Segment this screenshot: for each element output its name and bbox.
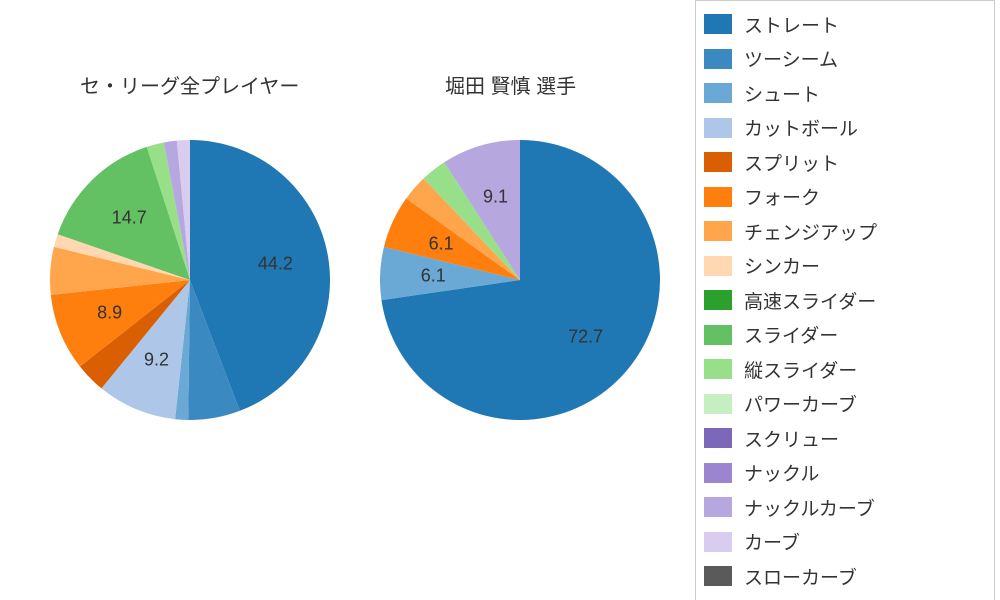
legend-label: ナックル	[744, 459, 819, 486]
pie-slice-label: 44.2	[258, 254, 293, 275]
legend-item: スローカーブ	[704, 559, 986, 594]
pie-slice-label: 6.1	[429, 233, 454, 254]
legend-label: スクリュー	[744, 425, 839, 452]
legend-swatch	[704, 359, 732, 379]
pie-chart-left: 44.2 9.2 8.9 14.7	[50, 140, 330, 420]
legend-item: チェンジアップ	[704, 214, 986, 249]
legend-label: ナックルカーブ	[744, 494, 875, 521]
legend-swatch	[704, 566, 732, 586]
legend-item: シュート	[704, 76, 986, 111]
legend-label: ツーシーム	[744, 45, 838, 72]
legend-item: ナックルカーブ	[704, 490, 986, 525]
legend-item: ナックル	[704, 456, 986, 491]
legend-label: スプリット	[744, 149, 839, 176]
legend-item: スクリュー	[704, 421, 986, 456]
legend-swatch	[704, 497, 732, 517]
legend-label: チェンジアップ	[744, 218, 877, 245]
legend-item: ツーシーム	[704, 42, 986, 77]
legend-item: カーブ	[704, 525, 986, 560]
legend-item: スライダー	[704, 318, 986, 353]
legend-swatch	[704, 463, 732, 483]
legend-swatch	[704, 83, 732, 103]
legend-swatch	[704, 14, 732, 34]
chart-title-right: 堀田 賢慎 選手	[445, 70, 576, 99]
legend-label: 高速スライダー	[744, 287, 876, 314]
legend-item: フォーク	[704, 180, 986, 215]
legend-swatch	[704, 394, 732, 414]
legend-item: スプリット	[704, 145, 986, 180]
legend-label: パワーカーブ	[744, 390, 857, 417]
legend-item: パワーカーブ	[704, 387, 986, 422]
legend-label: カットボール	[744, 114, 858, 141]
legend-swatch	[704, 325, 732, 345]
legend-swatch	[704, 428, 732, 448]
pie-slice-label: 72.7	[568, 326, 603, 347]
legend-label: スローカーブ	[744, 563, 857, 590]
legend-swatch	[704, 532, 732, 552]
legend-item: 縦スライダー	[704, 352, 986, 387]
legend-label: カーブ	[744, 528, 800, 555]
legend-label: ストレート	[744, 11, 839, 38]
pie-slice-label: 9.2	[144, 350, 169, 371]
legend-label: スライダー	[744, 321, 838, 348]
legend-swatch	[704, 290, 732, 310]
legend-swatch	[704, 118, 732, 138]
legend-swatch	[704, 49, 732, 69]
chart-container: セ・リーグ全プレイヤー 44.2 9.2 8.9 14.7 堀田 賢慎 選手 72.7…	[0, 0, 1000, 600]
legend-label: シュート	[744, 80, 820, 107]
pie-chart-right: 72.7 6.1 6.1 9.1	[380, 140, 660, 420]
legend-item: ストレート	[704, 7, 986, 42]
chart-title-left: セ・リーグ全プレイヤー	[80, 70, 299, 99]
pie-slice-label: 6.1	[421, 265, 446, 286]
legend-swatch	[704, 152, 732, 172]
legend-swatch	[704, 187, 732, 207]
legend-item: シンカー	[704, 249, 986, 284]
legend-label: シンカー	[744, 252, 820, 279]
legend-item: 高速スライダー	[704, 283, 986, 318]
legend-swatch	[704, 221, 732, 241]
pie-slice-label: 8.9	[97, 302, 122, 323]
legend-label: フォーク	[744, 183, 820, 210]
legend-item: カットボール	[704, 111, 986, 146]
legend-label: 縦スライダー	[744, 356, 857, 383]
pie-slice-label: 14.7	[112, 208, 147, 229]
legend-swatch	[704, 256, 732, 276]
legend: ストレートツーシームシュートカットボールスプリットフォークチェンジアップシンカー…	[695, 0, 995, 600]
pie-slice-label: 9.1	[483, 186, 508, 207]
